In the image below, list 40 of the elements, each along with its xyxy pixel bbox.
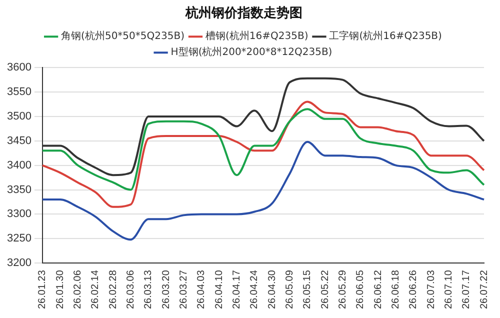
x-tick-label: 26.04.24	[249, 270, 260, 310]
x-tick-label: 26.07.17	[461, 270, 472, 310]
x-tick-label: 26.07.03	[426, 270, 437, 310]
x-tick-label: 26.05.09	[284, 270, 296, 310]
y-tick-label: 3600	[6, 62, 32, 74]
legend-label: H型钢(杭州200*200*8*12Q235B)	[170, 46, 332, 58]
x-tick-label: 26.03.06	[126, 270, 137, 310]
legend-label: 槽钢(杭州16#Q235B)	[205, 30, 308, 42]
x-tick-label: 26.01.30	[54, 270, 66, 310]
x-tick-label: 26.05.29	[337, 270, 348, 310]
x-tick-label: 26.05.22	[320, 270, 331, 310]
y-tick-label: 3400	[6, 159, 32, 172]
y-tick-label: 3350	[6, 184, 32, 196]
y-tick-label: 3300	[6, 208, 32, 220]
x-tick-label: 26.02.28	[108, 270, 119, 310]
x-tick-label: 26.07.10	[443, 270, 454, 310]
x-tick-label: 26.06.12	[372, 270, 384, 310]
x-tick-label: 26.03.13	[143, 270, 154, 310]
x-tick-label: 26.04.03	[196, 270, 208, 310]
y-tick-label: 3500	[6, 110, 32, 122]
x-tick-label: 26.02.14	[90, 270, 102, 310]
y-tick-label: 3450	[6, 134, 32, 147]
x-tick-label: 26.04.30	[266, 270, 278, 310]
x-tick-label: 26.07.22	[478, 270, 490, 310]
x-tick-label: 26.03.27	[178, 270, 190, 310]
legend-label: 角钢(杭州50*50*5Q235B)	[61, 30, 185, 42]
x-tick-label: 26.04.10	[214, 270, 225, 310]
x-tick-label: 26.06.18	[390, 270, 402, 310]
y-tick-label: 3550	[6, 86, 32, 98]
y-tick-label: 3200	[6, 257, 32, 270]
x-tick-label: 26.02.06	[72, 270, 84, 310]
x-tick-label: 26.06.05	[355, 270, 366, 310]
y-tick-label: 3250	[6, 232, 32, 245]
x-tick-label: 26.04.17	[231, 270, 242, 310]
legend-label: 工字钢(杭州16#Q235B)	[329, 30, 442, 42]
x-tick-label: 26.01.23	[37, 270, 48, 310]
chart-title: 杭州钢价指数走势图	[184, 5, 302, 22]
x-tick-label: 26.06.26	[408, 270, 420, 310]
x-tick-label: 26.03.20	[160, 270, 172, 310]
x-tick-label: 26.05.15	[302, 270, 314, 310]
